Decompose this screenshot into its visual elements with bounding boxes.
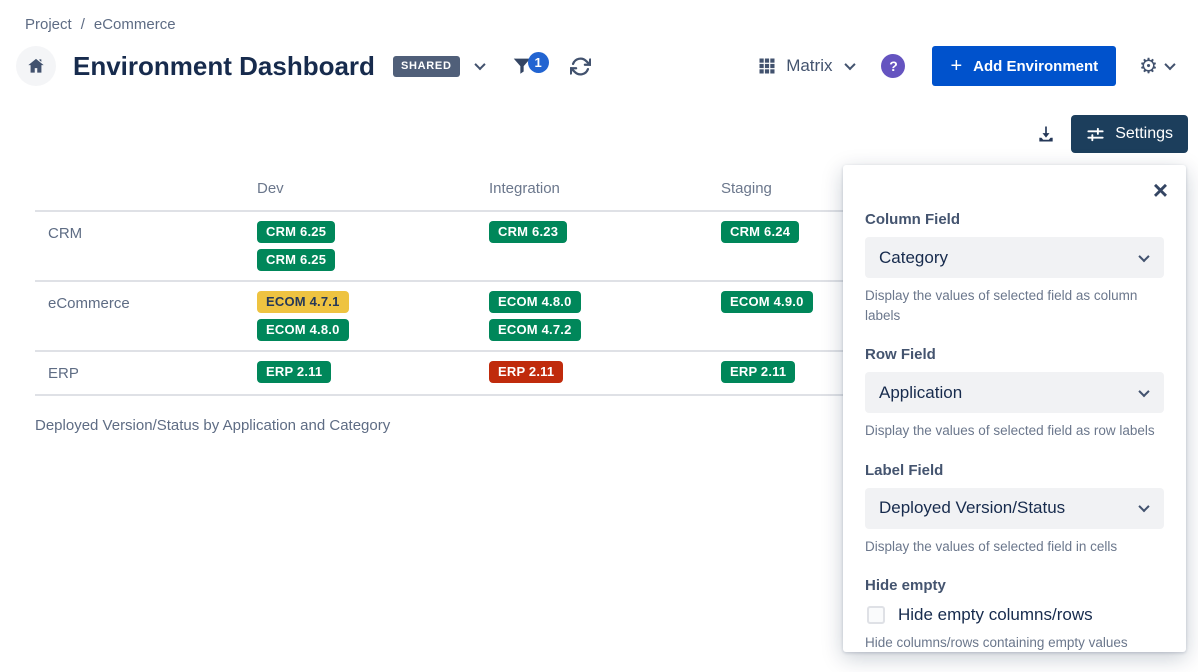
refresh-icon [569,56,591,77]
export-button[interactable] [1036,124,1056,144]
row-label: CRM [35,211,255,282]
settings-button-label: Settings [1115,125,1173,142]
add-environment-button[interactable]: + Add Environment [932,46,1117,86]
hide-empty-checkbox-label: Hide empty columns/rows [898,605,1093,625]
version-badge[interactable]: ERP 2.11 [489,361,564,383]
row-label: ERP [35,351,255,396]
chevron-down-icon [1138,501,1150,513]
refresh-button[interactable] [569,56,591,77]
chevron-down-icon [1138,250,1150,262]
grid-icon [758,57,776,75]
filter-count-badge: 1 [527,52,549,73]
home-icon [26,56,46,76]
close-icon: × [1152,175,1168,205]
field-label: Column Field [865,211,960,228]
title-menu-button[interactable] [473,57,486,75]
sliders-icon [1086,125,1105,144]
gear-icon: ⚙ [1139,54,1158,78]
breadcrumb-current[interactable]: eCommerce [93,16,176,33]
version-badge[interactable]: ERP 2.11 [257,361,332,383]
field-help-text: Display the values of selected field as … [865,288,1138,323]
version-badge[interactable]: ECOM 4.8.0 [489,291,581,313]
settings-field-section: Label Field Deployed Version/Status Displa… [865,462,1164,557]
filter-icon [511,55,533,77]
view-mode-selector[interactable]: Matrix [758,56,857,76]
version-badge[interactable]: CRM 6.25 [257,249,336,271]
view-mode-label: Matrix [786,56,833,75]
version-badge[interactable]: ECOM 4.7.2 [489,319,581,341]
settings-panel: × Column Field Category Display the values… [843,165,1186,652]
matrix-cell: CRM 6.25 CRM 6.25 [255,211,487,282]
version-badge[interactable]: ERP 2.11 [721,361,796,383]
plus-icon: + [950,55,963,77]
field-select[interactable]: Deployed Version/Status [865,487,1164,529]
home-button[interactable] [16,46,56,86]
hide-empty-label: Hide empty [865,577,946,595]
version-badge[interactable]: ECOM 4.9.0 [721,291,813,313]
question-mark-icon: ? [889,58,898,74]
page-title: Environment Dashboard [73,50,375,81]
settings-field-section: Row Field Application Display the values o… [865,346,1164,441]
field-label: Label Field [865,461,944,479]
field-select-value: Application [879,382,963,402]
breadcrumb-project[interactable]: Project [25,16,72,33]
page-settings-menu[interactable]: ⚙ [1139,54,1176,78]
close-button[interactable]: × [1153,177,1168,203]
matrix-cell: CRM 6.23 [487,211,719,282]
hide-empty-checkbox-row[interactable]: Hide empty columns/rows [867,605,1164,625]
chevron-down-icon [1164,58,1176,71]
hide-empty-checkbox[interactable] [867,606,885,625]
field-label: Row Field [865,346,936,364]
matrix-caption: Deployed Version/Status by Application a… [35,417,391,434]
page-header: Environment Dashboard SHARED 1 Matrix ? … [0,33,1198,86]
breadcrumb: Project / eCommerce [0,0,1198,33]
column-header: Dev [255,180,487,212]
add-environment-label: Add Environment [973,57,1099,75]
shared-badge: SHARED [392,55,460,77]
field-select[interactable]: Category [865,237,1164,278]
download-icon [1036,124,1056,144]
version-badge[interactable]: ECOM 4.8.0 [257,319,349,341]
field-select-value: Category [879,247,948,267]
field-help-text: Display the values of selected field as … [865,423,1155,439]
breadcrumb-separator: / [80,16,85,33]
chevron-down-icon [1138,385,1150,397]
hide-empty-help: Hide columns/rows containing empty value… [865,635,1128,651]
field-select[interactable]: Application [865,372,1164,414]
hide-empty-section: Hide empty Hide empty columns/rows Hide … [865,577,1164,653]
version-badge[interactable]: ECOM 4.7.1 [257,291,349,313]
matrix-cell: ERP 2.11 [255,351,487,396]
column-header: Integration [487,180,719,212]
field-help-text: Display the values of selected field in … [865,538,1118,554]
matrix-cell: ERP 2.11 [487,351,719,396]
matrix-toolbar: Settings [0,115,1188,153]
version-badge[interactable]: CRM 6.23 [489,221,568,243]
version-badge[interactable]: CRM 6.25 [257,221,336,243]
filter-button[interactable]: 1 [511,52,549,77]
matrix-corner-cell [35,180,255,212]
version-badge[interactable]: CRM 6.24 [721,221,800,243]
matrix-cell: ECOM 4.7.1 ECOM 4.8.0 [255,281,487,352]
field-select-value: Deployed Version/Status [879,498,1066,518]
help-button[interactable]: ? [881,54,906,78]
settings-field-section: Column Field Category Display the values o… [865,211,1164,325]
chevron-down-icon [844,58,857,71]
row-label: eCommerce [35,281,255,352]
chevron-down-icon [473,58,486,71]
settings-button[interactable]: Settings [1071,115,1188,153]
matrix-cell: ECOM 4.8.0 ECOM 4.7.2 [487,281,719,352]
